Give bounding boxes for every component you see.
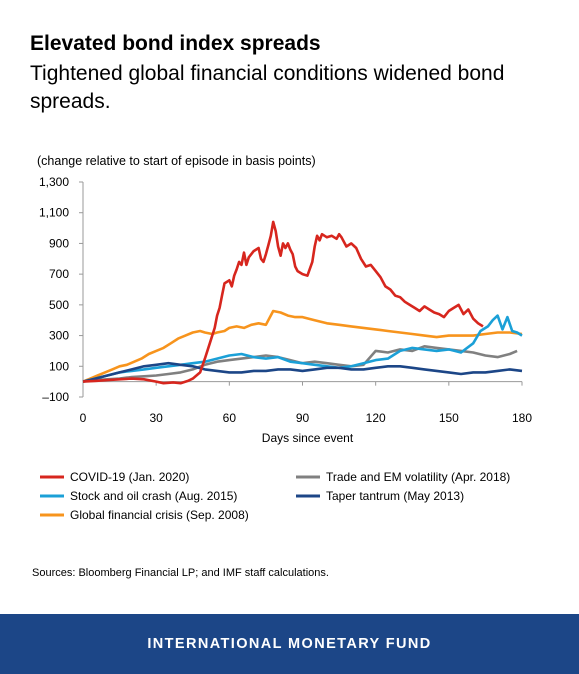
x-tick-label: 60 [223, 411, 237, 425]
y-tick-label: 700 [49, 267, 69, 281]
chart-subtitle: Tightened global financial conditions wi… [30, 62, 505, 113]
legend-label: Global financial crisis (Sep. 2008) [70, 508, 249, 522]
line-chart: (change relative to start of episode in … [37, 154, 532, 522]
legend-label: Stock and oil crash (Aug. 2015) [70, 489, 237, 503]
y-tick-label: 1,100 [39, 206, 69, 220]
y-tick-label: 1,300 [39, 175, 69, 189]
series-line [82, 220, 484, 385]
y-unit-label: (change relative to start of episode in … [37, 154, 316, 168]
x-tick-label: 120 [366, 411, 386, 425]
series-line [82, 361, 523, 383]
y-tick-label: 900 [49, 236, 69, 250]
x-tick-label: 90 [296, 411, 310, 425]
x-tick-label: 180 [512, 411, 532, 425]
x-tick-label: 0 [80, 411, 87, 425]
source-note: Sources: Bloomberg Financial LP; and IMF… [32, 567, 329, 579]
chart-title: Elevated bond index spreads [30, 32, 321, 55]
legend-label: COVID-19 (Jan. 2020) [70, 470, 189, 484]
y-tick-label: 100 [49, 359, 69, 373]
footer-bar: INTERNATIONAL MONETARY FUND [0, 614, 579, 674]
x-tick-label: 150 [439, 411, 459, 425]
y-tick-label: 300 [49, 329, 69, 343]
x-axis-label: Days since event [262, 431, 354, 445]
legend-label: Taper tantrum (May 2013) [326, 489, 464, 503]
series-line [82, 309, 523, 383]
y-tick-label: –100 [42, 390, 69, 404]
x-tick-label: 30 [149, 411, 163, 425]
legend-label: Trade and EM volatility (Apr. 2018) [326, 470, 510, 484]
y-tick-label: 500 [49, 298, 69, 312]
footer-org-name: INTERNATIONAL MONETARY FUND [147, 636, 432, 652]
